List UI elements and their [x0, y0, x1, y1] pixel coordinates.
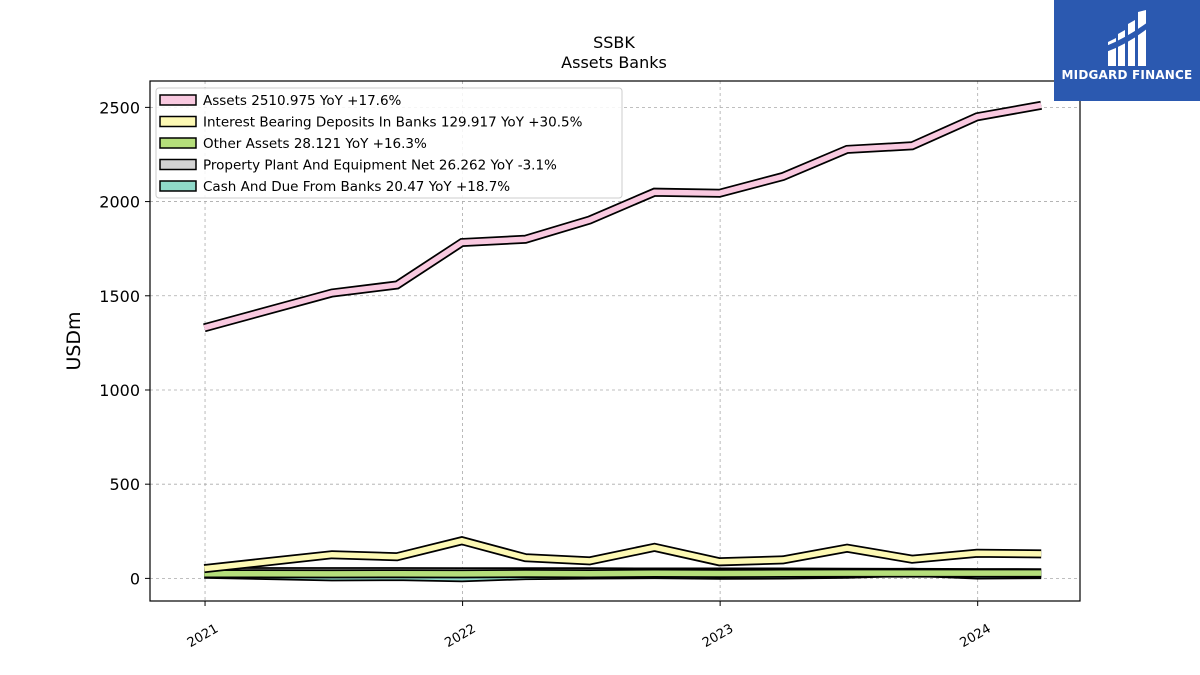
legend-swatch	[159, 180, 197, 192]
y-axis: 0 500 1000 1500 2000 2500	[99, 98, 150, 588]
legend-label: Assets 2510.975 YoY +17.6%	[203, 93, 402, 109]
chart-title: SSBK	[593, 33, 635, 52]
y-axis-label: USDm	[63, 311, 85, 370]
series-line	[204, 570, 1042, 577]
x-tick-label: 2024	[958, 621, 994, 651]
legend: Assets 2510.975 YoY +17.6% Interest Beari…	[155, 87, 623, 199]
legend-label: Cash And Due From Banks 20.47 YoY +18.7%	[203, 179, 510, 195]
x-tick-label: 2021	[185, 621, 221, 651]
y-tick-label: 1000	[99, 381, 140, 400]
x-tick-label: 2022	[442, 621, 478, 651]
y-tick-label: 0	[130, 569, 140, 588]
chart-subtitle: Assets Banks	[561, 53, 667, 72]
legend-label: Other Assets 28.121 YoY +16.3%	[203, 136, 427, 152]
series-layer	[203, 100, 1042, 583]
midgard-logo-icon	[1106, 10, 1148, 66]
legend-box	[155, 87, 623, 199]
x-axis: 2021 2022 2023 2024	[185, 601, 994, 651]
y-tick-label: 2000	[99, 193, 140, 212]
y-tick-label: 1500	[99, 287, 140, 306]
series-line	[204, 537, 1042, 572]
legend-swatch	[159, 137, 197, 149]
legend-swatch	[159, 94, 197, 106]
y-tick-label: 500	[109, 475, 140, 494]
legend-swatch	[159, 158, 197, 171]
brand-logo: MIDGARD FINANCE	[1054, 0, 1200, 101]
legend-label: Property Plant And Equipment Net 26.262 …	[203, 158, 557, 174]
series-line	[203, 102, 1042, 331]
legend-label: Interest Bearing Deposits In Banks 129.9…	[203, 115, 583, 131]
plot-frame	[149, 80, 1081, 602]
y-tick-label: 2500	[99, 98, 140, 117]
legend-swatch	[159, 115, 197, 128]
brand-name: MIDGARD FINANCE	[1061, 68, 1193, 82]
x-tick-label: 2023	[700, 621, 736, 651]
